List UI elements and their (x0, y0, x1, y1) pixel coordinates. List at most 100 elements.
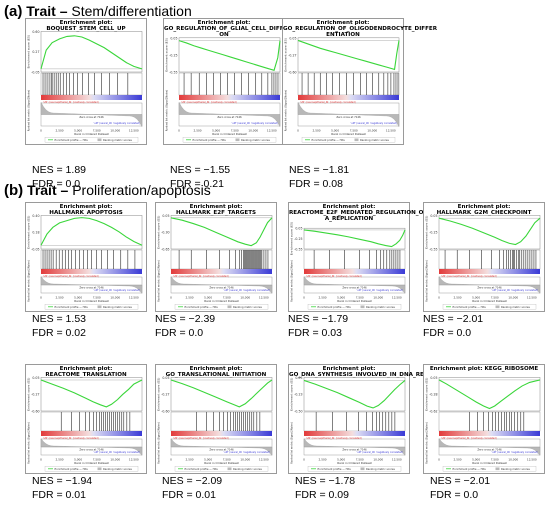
x-tick-label: 7,500 (350, 129, 358, 133)
zero-cross-label: Zero cross at 7146 (342, 448, 367, 452)
nes-value: NES = −2.09 (162, 475, 223, 487)
x-tick-label: 5,000 (204, 296, 212, 300)
pos-corr-label: 'uM' (neuroepithelial_iN: 'positively co… (300, 101, 356, 104)
es-ytick-label: 0.05 (162, 376, 169, 380)
x-tick-label: 10,000 (508, 458, 518, 462)
rank-color-bar (41, 95, 142, 100)
es-ytick-label: -0.27 (31, 393, 39, 397)
x-axis-label: Rank in Ordered Dataset (74, 132, 109, 136)
panel-title: Enrichment plot: GO_TRANSLATIONAL_INITIA… (165, 366, 267, 379)
zero-cross-label: Zero cross at 7146 (209, 448, 234, 452)
pos-corr-label: 'uM' (neuroepithelial_iN: 'positively co… (43, 275, 99, 278)
neg-corr-label: 'uM' (neural_iN: 'negatively correlated) (94, 289, 141, 292)
es-ytick-label: -0.23 (294, 393, 302, 397)
legend-es-label: Enrichment profile — Hits (312, 138, 346, 142)
rank-axis-label: Ranked list metric (Signal2Noise) (425, 422, 429, 464)
hits-axes (438, 249, 541, 270)
panel-title: Enrichment plot: REACTOME_TRANSLATION (45, 366, 127, 379)
plot-frame: Enrichment plot: REACTOME_TRANSLATION 0.0… (25, 364, 147, 474)
nes-fdr-stats: NES = −2.01 FDR = 0.0 (423, 313, 483, 340)
nes-value: NES = −1.94 (32, 475, 93, 487)
zero-cross-label: Zero cross at 7146 (209, 286, 234, 290)
plot-frame: Enrichment plot: REACTOME_E2F_MEDIATED_R… (288, 202, 439, 312)
nes-fdr-stats: NES = −1.78 FDR = 0.09 (295, 475, 355, 502)
es-ytick-label: -0.55 (429, 248, 437, 252)
x-tick-label: 0 (438, 458, 440, 462)
legend-box (307, 304, 402, 310)
es-ytick-label: 0.05 (430, 376, 437, 380)
panel-title: Enrichment plot: BOQUEST_STEM_CELL_UP (46, 20, 126, 33)
x-tick-label: 10,000 (248, 129, 258, 133)
es-axes (170, 215, 273, 250)
es-axis-label: Enrichment score (ES) (290, 378, 294, 411)
neg-corr-label: 'uM' (neural_iN: 'negatively correlated) (492, 451, 539, 454)
x-tick-label: 10,000 (110, 296, 120, 300)
nes-value: NES = 1.89 (32, 164, 86, 176)
fdr-value: FDR = 0.0 (155, 326, 204, 339)
legend-box (174, 466, 269, 472)
legend-rank-label: Ranking metric scores (103, 305, 132, 309)
plot-frame: Enrichment plot: HALLMARK_E2F_TARGETS 0.0… (155, 202, 277, 312)
gsea-panel: Enrichment plot: GO_REGULATION_OF_OLIGOD… (282, 18, 437, 190)
es-ytick-label: 0.05 (289, 36, 296, 40)
x-tick-label: 5,000 (74, 129, 82, 133)
x-tick-label: 7,500 (356, 296, 364, 300)
hits-axes (438, 411, 541, 432)
es-series-line (40, 379, 143, 408)
pos-corr-label: 'uM' (neuroepithelial_iN: 'positively co… (173, 275, 229, 278)
nes-value: NES = −2.01 (430, 475, 491, 487)
x-tick-label: 0 (40, 296, 42, 300)
rank-axis-label: Ranked list metric (Signal2Noise) (157, 260, 161, 302)
es-axes (170, 377, 273, 412)
x-tick-label: 0 (170, 458, 172, 462)
legend-rank-label: Ranking metric scores (501, 467, 530, 471)
rank-axis-label: Ranked list metric (Signal2Noise) (27, 260, 31, 302)
legend-es-label: Enrichment profile — Hits (318, 305, 352, 309)
es-series-line (438, 217, 541, 246)
legend-rank-label: Ranking metric scores (103, 138, 132, 142)
legend-rank-label: Ranking metric scores (241, 138, 270, 142)
rank-axis-label: Ranked list metric (Signal2Noise) (165, 90, 169, 132)
rank-color-bar (179, 95, 280, 100)
x-tick-label: 2,500 (194, 129, 202, 133)
panel-title: Enrichment plot: GO_REGULATION_OF_GLIAL_… (164, 20, 316, 39)
panel-title: Enrichment plot: GO_DNA_SYNTHESIS_INVOLV… (289, 366, 439, 379)
nes-fdr-stats: NES = −1.55 FDR = 0.21 (170, 164, 230, 191)
es-ytick-label: -0.62 (429, 410, 437, 414)
zero-cross-label: Zero cross at 7146 (477, 286, 502, 290)
es-axis-label: Enrichment score (ES) (27, 378, 31, 411)
legend-es-label: Enrichment profile — Hits (453, 467, 487, 471)
nes-value: NES = −1.78 (295, 475, 356, 487)
es-series-line (40, 217, 143, 246)
x-axis-label: Rank in Ordered Dataset (212, 132, 247, 136)
es-axis-label: Enrichment score (ES) (27, 35, 31, 68)
x-axis-label: Rank in Ordered Dataset (74, 299, 109, 303)
es-ytick-label: 0.05 (32, 376, 39, 380)
hits-axes (303, 411, 406, 432)
legend-rank-label: Ranking metric scores (103, 467, 132, 471)
es-axes (297, 37, 400, 73)
legend-rank-label: Ranking metric scores (366, 305, 395, 309)
pos-corr-label: 'uM' (neuroepithelial_iN: 'positively co… (181, 101, 237, 104)
es-series-line (40, 35, 143, 70)
gsea-panel: Enrichment plot: HALLMARK_E2F_TARGETS 0.0… (155, 202, 277, 342)
legend-box (44, 304, 139, 310)
x-tick-label: 12,500 (129, 458, 139, 462)
neg-corr-label: 'uM' (neural_iN: 'negatively correlated) (94, 122, 141, 125)
x-axis-label: Rank in Ordered Dataset (74, 461, 109, 465)
plot-frame: Enrichment plot: BOQUEST_STEM_CELL_UP 0.6… (25, 18, 147, 145)
es-ytick-label: 0.05 (170, 36, 177, 40)
es-axes (40, 377, 143, 412)
panel-title: Enrichment plot: HALLMARK_E2F_TARGETS (175, 204, 257, 217)
x-axis-label: Rank in Ordered Dataset (204, 461, 239, 465)
x-tick-label: 5,000 (472, 296, 480, 300)
es-axes (303, 377, 406, 412)
plot-frame: Enrichment plot: GO_DNA_SYNTHESIS_INVOLV… (288, 364, 439, 474)
rank-axis-label: Ranked list metric (Signal2Noise) (425, 260, 429, 302)
x-tick-label: 2,500 (454, 458, 462, 462)
es-ytick-label: -0.60 (31, 410, 39, 414)
hits-axes (178, 72, 281, 96)
rank-color-bar (171, 431, 272, 436)
